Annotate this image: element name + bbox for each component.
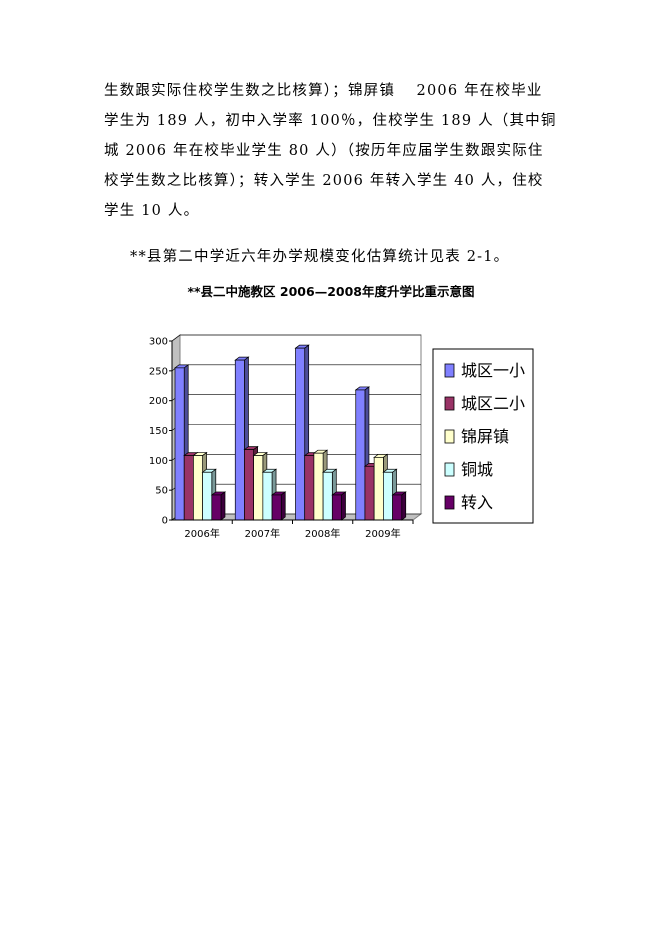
bar-side — [341, 491, 346, 521]
paragraph-line: 生数跟实际住校学生数之比核算）；锦屏镇 2006 年在校毕业 — [104, 83, 543, 99]
bar — [244, 449, 254, 521]
legend-label: 城区一小 — [461, 361, 525, 380]
bar — [322, 471, 333, 521]
legend-label: 城区二小 — [461, 394, 525, 413]
chart-title: **县二中施教区 2006—2008年度升学比重示意图 — [187, 284, 475, 299]
bar — [304, 455, 315, 521]
y-tick-label: 100 — [149, 456, 168, 467]
table-reference-sentence: **县第二中学近六年办学规模变化估算统计见表 2-1。 — [130, 249, 510, 265]
legend-swatch — [444, 396, 455, 411]
body-paragraph: 生数跟实际住校学生数之比核算）；锦屏镇 2006 年在校毕业 学生为 189 人… — [104, 76, 574, 226]
bar — [202, 471, 213, 521]
y-tick-label: 0 — [162, 516, 168, 527]
legend-label: 锦屏镇 — [461, 427, 509, 446]
legend-swatch — [444, 495, 455, 510]
paragraph-line: 城 2006 年在校毕业学生 80 人）（按历年应届学生数跟实际住 — [104, 143, 544, 159]
y-tick-label: 50 — [155, 486, 168, 497]
legend-swatch — [444, 429, 455, 444]
paragraph-line: 学生 10 人。 — [104, 203, 200, 219]
bar — [174, 367, 185, 521]
y-tick-label: 150 — [149, 426, 168, 437]
paragraph-line: 学生为 189 人，初中入学率 100％，住校学生 189 人（其中铜 — [104, 113, 557, 129]
y-tick-label: 250 — [149, 366, 168, 377]
bar — [211, 494, 222, 521]
bar — [313, 452, 324, 521]
bar — [383, 471, 393, 521]
legend-label: 转入 — [461, 493, 493, 512]
paragraph-line: 校学生数之比核算）；转入学生 2006 年转入学生 40 人，住校 — [104, 173, 544, 189]
x-tick-label: 2007年 — [245, 527, 280, 540]
bar — [331, 494, 342, 521]
bar — [262, 471, 273, 521]
bar — [271, 494, 282, 521]
bar — [364, 465, 375, 521]
x-tick-label: 2009年 — [365, 527, 400, 540]
bar — [253, 455, 264, 521]
bar — [234, 359, 245, 521]
legend-swatch — [444, 363, 455, 378]
bar-side — [280, 491, 286, 521]
legend-swatch — [444, 462, 455, 477]
bar-side — [220, 491, 226, 521]
x-tick-label: 2008年 — [305, 527, 340, 540]
bar — [183, 455, 194, 521]
bar — [193, 455, 203, 521]
x-tick-label: 2006年 — [184, 527, 219, 540]
bar-side — [401, 491, 407, 521]
gridline — [171, 334, 421, 342]
bar — [392, 494, 403, 521]
bar — [295, 347, 306, 521]
bar — [355, 389, 366, 521]
y-tick-label: 200 — [149, 396, 168, 407]
bar — [373, 457, 384, 521]
legend-label: 铜城 — [461, 460, 493, 479]
y-tick-label: 300 — [149, 337, 168, 348]
